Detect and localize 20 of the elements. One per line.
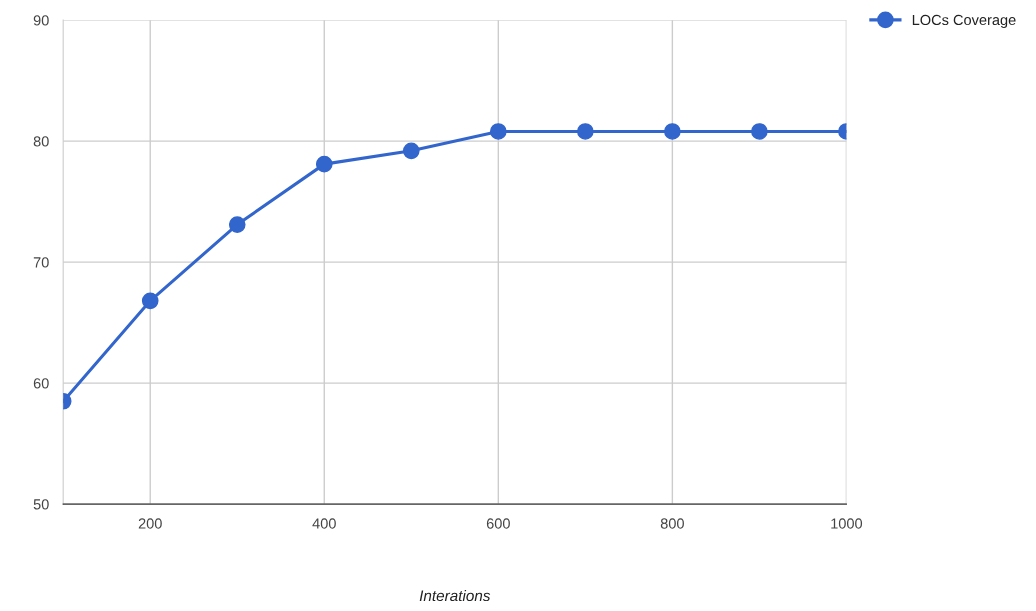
y-tick-label: 80 [33, 136, 49, 147]
point [402, 142, 420, 160]
point [489, 123, 507, 140]
point [751, 123, 768, 140]
x-tick-label: 400 [312, 518, 336, 529]
point [228, 216, 246, 233]
legend-label: LOCs Coverage [912, 14, 1016, 28]
x-axis-title: Interations [419, 589, 491, 602]
y-tick-label: 50 [33, 499, 49, 510]
x-tick-label: 600 [486, 518, 510, 529]
point [141, 292, 159, 310]
y-tick-label: 60 [33, 378, 49, 389]
y-tick-label: 90 [33, 15, 49, 26]
x-tick-label: 800 [660, 518, 684, 529]
y-tick-label: 70 [33, 257, 49, 268]
point [577, 123, 594, 140]
x-tick-label: 200 [138, 518, 162, 529]
x-tick-label: 1000 [831, 518, 863, 529]
point [664, 123, 681, 140]
point [315, 155, 333, 173]
